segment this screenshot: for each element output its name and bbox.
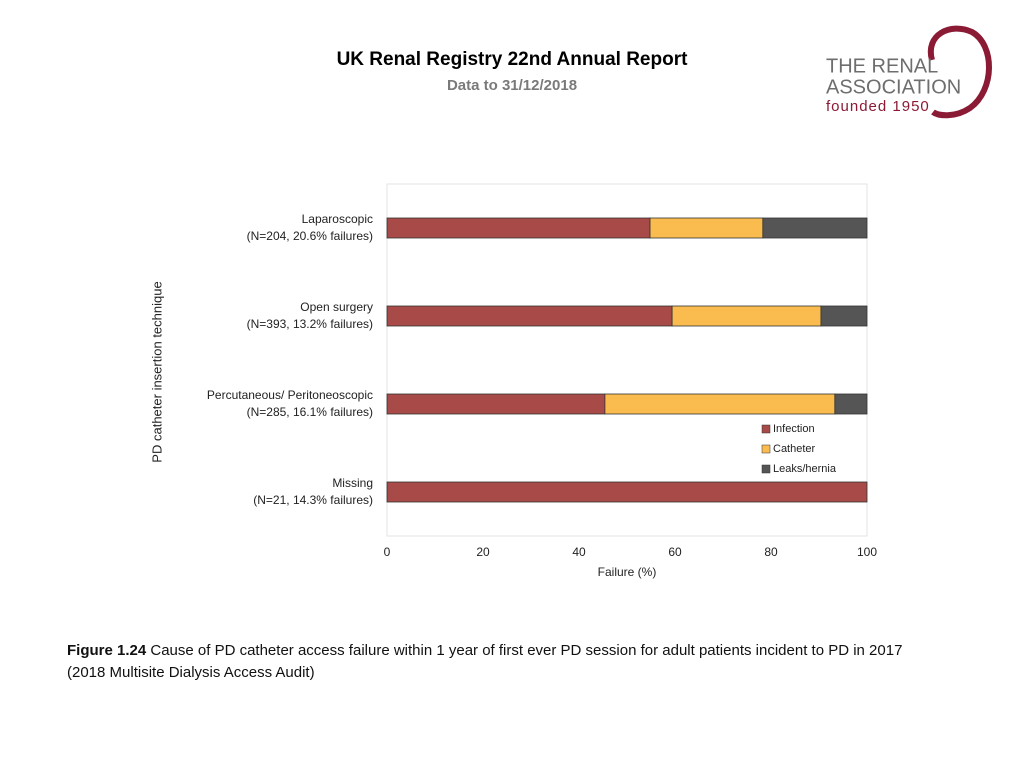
logo-text: founded 1950 (826, 98, 930, 115)
x-tick-label: 60 (668, 545, 682, 559)
legend-label: Infection (773, 423, 815, 435)
x-tick-label: 20 (476, 545, 490, 559)
caption-text: (2018 Multisite Dialysis Access Audit) (67, 664, 315, 681)
bar-segment (671, 305, 822, 327)
bar-segment (604, 393, 836, 415)
chart: 0 20 40 60 80 100 Failure (%) PD catheter inser… (149, 212, 877, 579)
subtitle: Data to 31/12/2018 (447, 77, 577, 94)
bar-segment (762, 217, 868, 239)
plot-frame (386, 183, 868, 537)
y-tick-label: (N=285, 16.1% failures) (247, 405, 373, 419)
y-tick-label: (N=21, 14.3% failures) (253, 493, 373, 507)
bar-segment (386, 217, 651, 239)
bar-segment (386, 393, 606, 415)
y-tick-label: (N=204, 20.6% failures) (247, 229, 373, 243)
legend-label: Leaks/hernia (773, 463, 837, 475)
y-tick-label: Missing (332, 476, 373, 490)
bar-segment (820, 305, 868, 327)
legend-swatch (761, 444, 771, 454)
caption-label: Figure 1.24 (67, 642, 147, 659)
legend-swatch (761, 464, 771, 474)
bar-segment (386, 481, 868, 503)
caption: Figure 1.24 Cause of PD catheter access … (67, 640, 967, 684)
x-tick-label: 100 (857, 545, 877, 559)
y-axis-label: PD catheter insertion technique (149, 281, 164, 462)
title: UK Renal Registry 22nd Annual Report (337, 49, 689, 70)
x-tick-label: 80 (764, 545, 778, 559)
y-tick-label: (N=393, 13.2% failures) (247, 317, 373, 331)
x-tick-label: 40 (572, 545, 586, 559)
logo-swirl (927, 25, 992, 119)
y-tick-label: Percutaneous/ Peritoneoscopic (207, 388, 373, 402)
x-axis-label: Failure (%) (598, 565, 657, 579)
bar-segment (834, 393, 868, 415)
legend-box (757, 420, 853, 480)
y-tick-label: Open surgery (300, 300, 373, 314)
logo-text: ASSOCIATION (826, 76, 961, 98)
legend-swatch (761, 424, 771, 434)
logo-text: THE RENAL (826, 55, 938, 77)
x-tick-label: 0 (384, 545, 391, 559)
bar-segment (649, 217, 764, 239)
caption-text: Cause of PD catheter access failure with… (150, 642, 903, 659)
bar-segment (386, 305, 673, 327)
legend-label: Catheter (773, 443, 816, 455)
y-tick-label: Laparoscopic (302, 212, 373, 226)
